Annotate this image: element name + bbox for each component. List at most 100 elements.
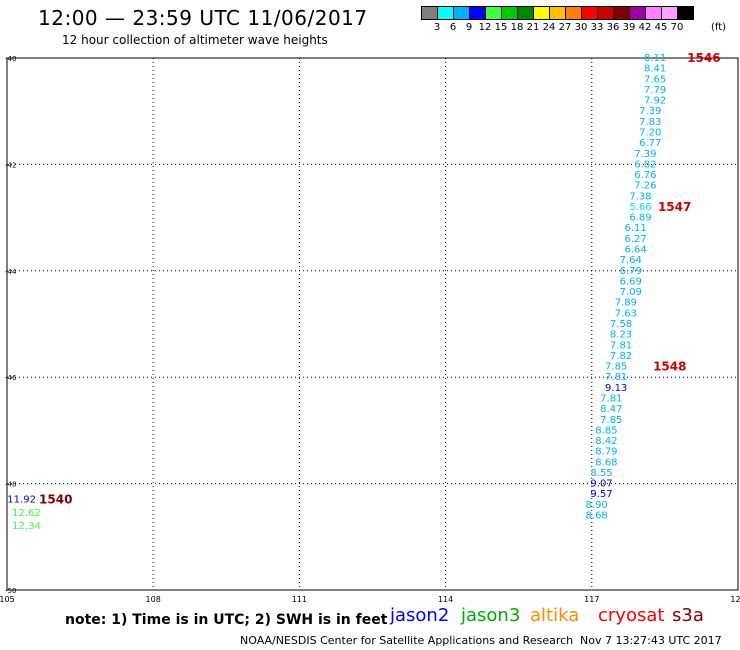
wave-height-value: 6.82 — [634, 159, 656, 170]
wave-height-value: 7.92 — [644, 96, 666, 107]
y-tick-label: -44 — [5, 268, 17, 276]
color-scale-label: 12 — [478, 22, 492, 33]
pass-time-label: 1548 — [653, 360, 686, 374]
y-tick-label: -40 — [5, 55, 16, 63]
wave-height-value: 7.83 — [639, 117, 661, 128]
wave-height-value: 8.79 — [595, 447, 617, 458]
wave-height-value: 7.79 — [644, 85, 666, 96]
color-scale-label: 9 — [465, 22, 473, 33]
wave-height-value: 12.62 — [12, 508, 41, 519]
x-tick-label: 105 — [0, 595, 15, 604]
color-scale-labels: 3 6 9 12 15 18 21 24 27 30 33 36 39 42 45 70 — [421, 22, 740, 36]
wave-height-value: 7.85 — [600, 415, 622, 426]
wave-height-value: 6.89 — [629, 213, 651, 224]
wave-height-value: 7.39 — [639, 106, 661, 117]
x-tick-labels: 105 108 111 114 117 120 — [0, 595, 740, 604]
wave-height-value: 7.81 — [605, 372, 627, 383]
wave-height-value: 11.92 — [7, 495, 36, 506]
color-scale-units: (ft) — [711, 22, 727, 33]
wave-height-value: 9.57 — [590, 489, 612, 500]
wave-height-value: 6.69 — [620, 276, 642, 287]
color-scale-bar — [421, 6, 694, 20]
pass-time-labels: 1546 1547 1548 1540 — [39, 51, 721, 507]
wave-height-value: 9.13 — [605, 383, 627, 394]
wave-height-value: 7.20 — [639, 127, 661, 138]
legend-jason2: jason2 — [390, 605, 450, 626]
x-tick-label: 108 — [146, 595, 161, 604]
wave-height-value: 7.39 — [634, 149, 656, 160]
wave-height-value: 8.55 — [590, 468, 612, 479]
wave-height-value: 7.89 — [615, 298, 637, 309]
wave-height-value: 8.42 — [595, 436, 617, 447]
color-scale-label: 24 — [542, 22, 556, 33]
color-scale-label: 42 — [638, 22, 652, 33]
wave-height-value: 8.68 — [595, 457, 617, 468]
legend-altika: altika — [530, 605, 580, 626]
x-tick-label: 120 — [730, 595, 740, 604]
wave-height-value: 7.64 — [620, 255, 642, 266]
grid-lines — [6, 57, 739, 591]
credit-line: NOAA/NESDIS Center for Satellite Applica… — [240, 634, 574, 647]
plot-frame — [6, 57, 739, 591]
wave-height-value: 7.26 — [634, 181, 656, 192]
wave-height-value: 12.34 — [12, 521, 41, 532]
color-scale-label: 18 — [510, 22, 524, 33]
y-tick-label: -46 — [5, 374, 17, 382]
wave-height-value: 8.68 — [586, 511, 608, 522]
wave-height-value: 8.47 — [600, 404, 622, 415]
wave-height-value: 7.85 — [605, 362, 627, 373]
wave-height-value: 8.23 — [610, 330, 632, 341]
wave-height-value: 7.58 — [610, 319, 632, 330]
color-scale-label: 36 — [606, 22, 620, 33]
wave-height-value: 7.63 — [615, 308, 637, 319]
wave-height-values: 8.118.417.657.797.927.397.837.206.777.39… — [7, 53, 666, 532]
footer-note: note: 1) Time is in UTC; 2) SWH is in fe… — [65, 612, 388, 628]
wave-height-value: 6.11 — [625, 223, 647, 234]
color-scale-label: 6 — [449, 22, 457, 33]
wave-height-value: 7.81 — [600, 393, 622, 404]
color-scale-label: 21 — [526, 22, 540, 33]
wave-height-value: 6.27 — [625, 234, 647, 245]
wave-height-value: 5.66 — [629, 202, 651, 213]
x-tick-label: 114 — [438, 595, 453, 604]
generated-timestamp: Nov 7 13:27:43 UTC 2017 — [580, 634, 722, 647]
y-tick-label: -42 — [5, 161, 16, 169]
y-tick-labels: -40 -42 -44 -46 -48 -50 — [5, 55, 17, 595]
color-scale-label: 33 — [590, 22, 604, 33]
wave-height-value: 7.09 — [620, 287, 642, 298]
color-scale-label: 3 — [433, 22, 441, 33]
color-scale-label: 45 — [654, 22, 668, 33]
color-scale-label: 70 — [670, 22, 684, 33]
page-subtitle: 12 hour collection of altimeter wave hei… — [62, 33, 328, 47]
wave-height-value: 8.85 — [595, 425, 617, 436]
wave-height-value: 8.11 — [644, 53, 666, 64]
wave-height-value: 7.82 — [610, 351, 632, 362]
x-tick-label: 111 — [292, 595, 307, 604]
wave-height-value: 7.81 — [610, 340, 632, 351]
legend-jason3: jason3 — [461, 605, 521, 626]
wave-height-value: 7.38 — [629, 191, 651, 202]
page-title: 12:00 — 23:59 UTC 11/06/2017 — [38, 6, 368, 30]
color-scale-label: 30 — [574, 22, 588, 33]
wave-height-value: 6.64 — [625, 245, 647, 256]
color-swatch-16 — [677, 6, 694, 20]
x-tick-label: 117 — [584, 595, 599, 604]
wave-height-value: 6.79 — [620, 266, 642, 277]
wave-height-value: 9.07 — [590, 479, 612, 490]
pass-time-label: 1547 — [658, 200, 691, 214]
wave-height-value: 6.76 — [634, 170, 656, 181]
wave-height-value: 8.41 — [644, 64, 666, 75]
wave-height-value: 7.65 — [644, 74, 666, 85]
color-scale-label: 27 — [558, 22, 572, 33]
legend-s3a: s3a — [672, 605, 704, 626]
wave-height-value: 6.77 — [639, 138, 661, 149]
legend-cryosat: cryosat — [598, 605, 665, 626]
y-tick-label: -48 — [5, 481, 16, 489]
color-scale-label: 15 — [494, 22, 508, 33]
pass-time-label: 1540 — [39, 493, 72, 507]
color-scale-label: 39 — [622, 22, 636, 33]
wave-height-value: 8.90 — [586, 500, 608, 511]
pass-time-label: 1546 — [687, 51, 720, 65]
y-tick-label: -50 — [5, 587, 16, 595]
